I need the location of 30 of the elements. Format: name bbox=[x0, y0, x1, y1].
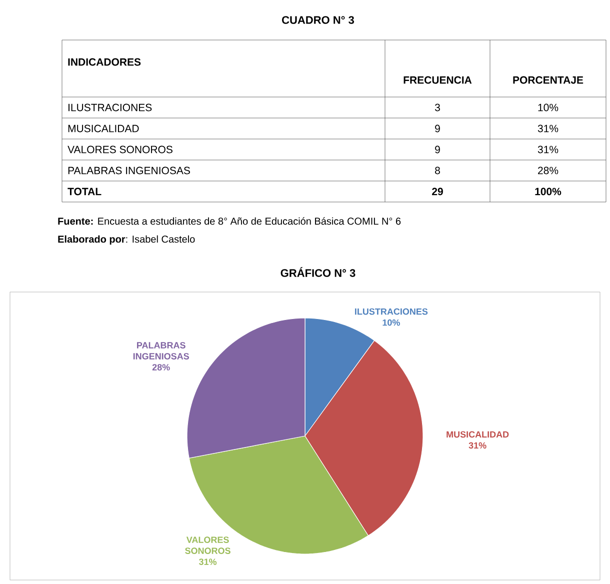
slice-label: MUSICALIDAD bbox=[446, 431, 509, 438]
category-label: ILUSTRACIONES bbox=[68, 104, 152, 112]
category-label: PALABRAS INGENIOSAS bbox=[68, 166, 190, 174]
text: FRECUENCIA bbox=[404, 76, 472, 84]
category-label: VALORES SONOROS bbox=[68, 146, 172, 154]
text: 29 bbox=[432, 188, 443, 196]
text: Elaborado por: Isabel Castelo bbox=[58, 235, 195, 245]
chart-title: GRÁFICO N° 3 bbox=[280, 267, 356, 277]
data-label: 31% bbox=[468, 442, 486, 449]
text: 9 bbox=[435, 124, 440, 132]
text: INDICADORES bbox=[68, 58, 141, 66]
text: 31% bbox=[538, 146, 558, 154]
text: CUADRO N° 3 bbox=[282, 16, 354, 24]
slice-label: PALABRAS INGENIOSAS bbox=[133, 342, 189, 360]
slice-label: VALORES SONOROS bbox=[185, 536, 230, 554]
text: 9 bbox=[435, 146, 440, 154]
text: Fuente: Encuesta a estudiantes de 8° Año de Educación Básica COMIL N° 6 bbox=[58, 217, 401, 225]
data-label: 31% bbox=[198, 558, 217, 565]
text: 28% bbox=[538, 166, 558, 174]
data-label: 10% bbox=[382, 319, 400, 326]
text: 3 bbox=[434, 104, 440, 112]
text: 10% bbox=[538, 104, 558, 112]
data-label: 28% bbox=[152, 364, 170, 370]
text: 8 bbox=[435, 166, 440, 174]
text: 31% bbox=[538, 124, 558, 132]
category-label: MUSICALIDAD bbox=[68, 124, 139, 132]
text: TOTAL bbox=[68, 188, 102, 196]
text: 100% bbox=[535, 188, 562, 196]
slice-label: ILUSTRACIONES bbox=[355, 308, 428, 315]
text: PORCENTAJE bbox=[513, 76, 584, 84]
